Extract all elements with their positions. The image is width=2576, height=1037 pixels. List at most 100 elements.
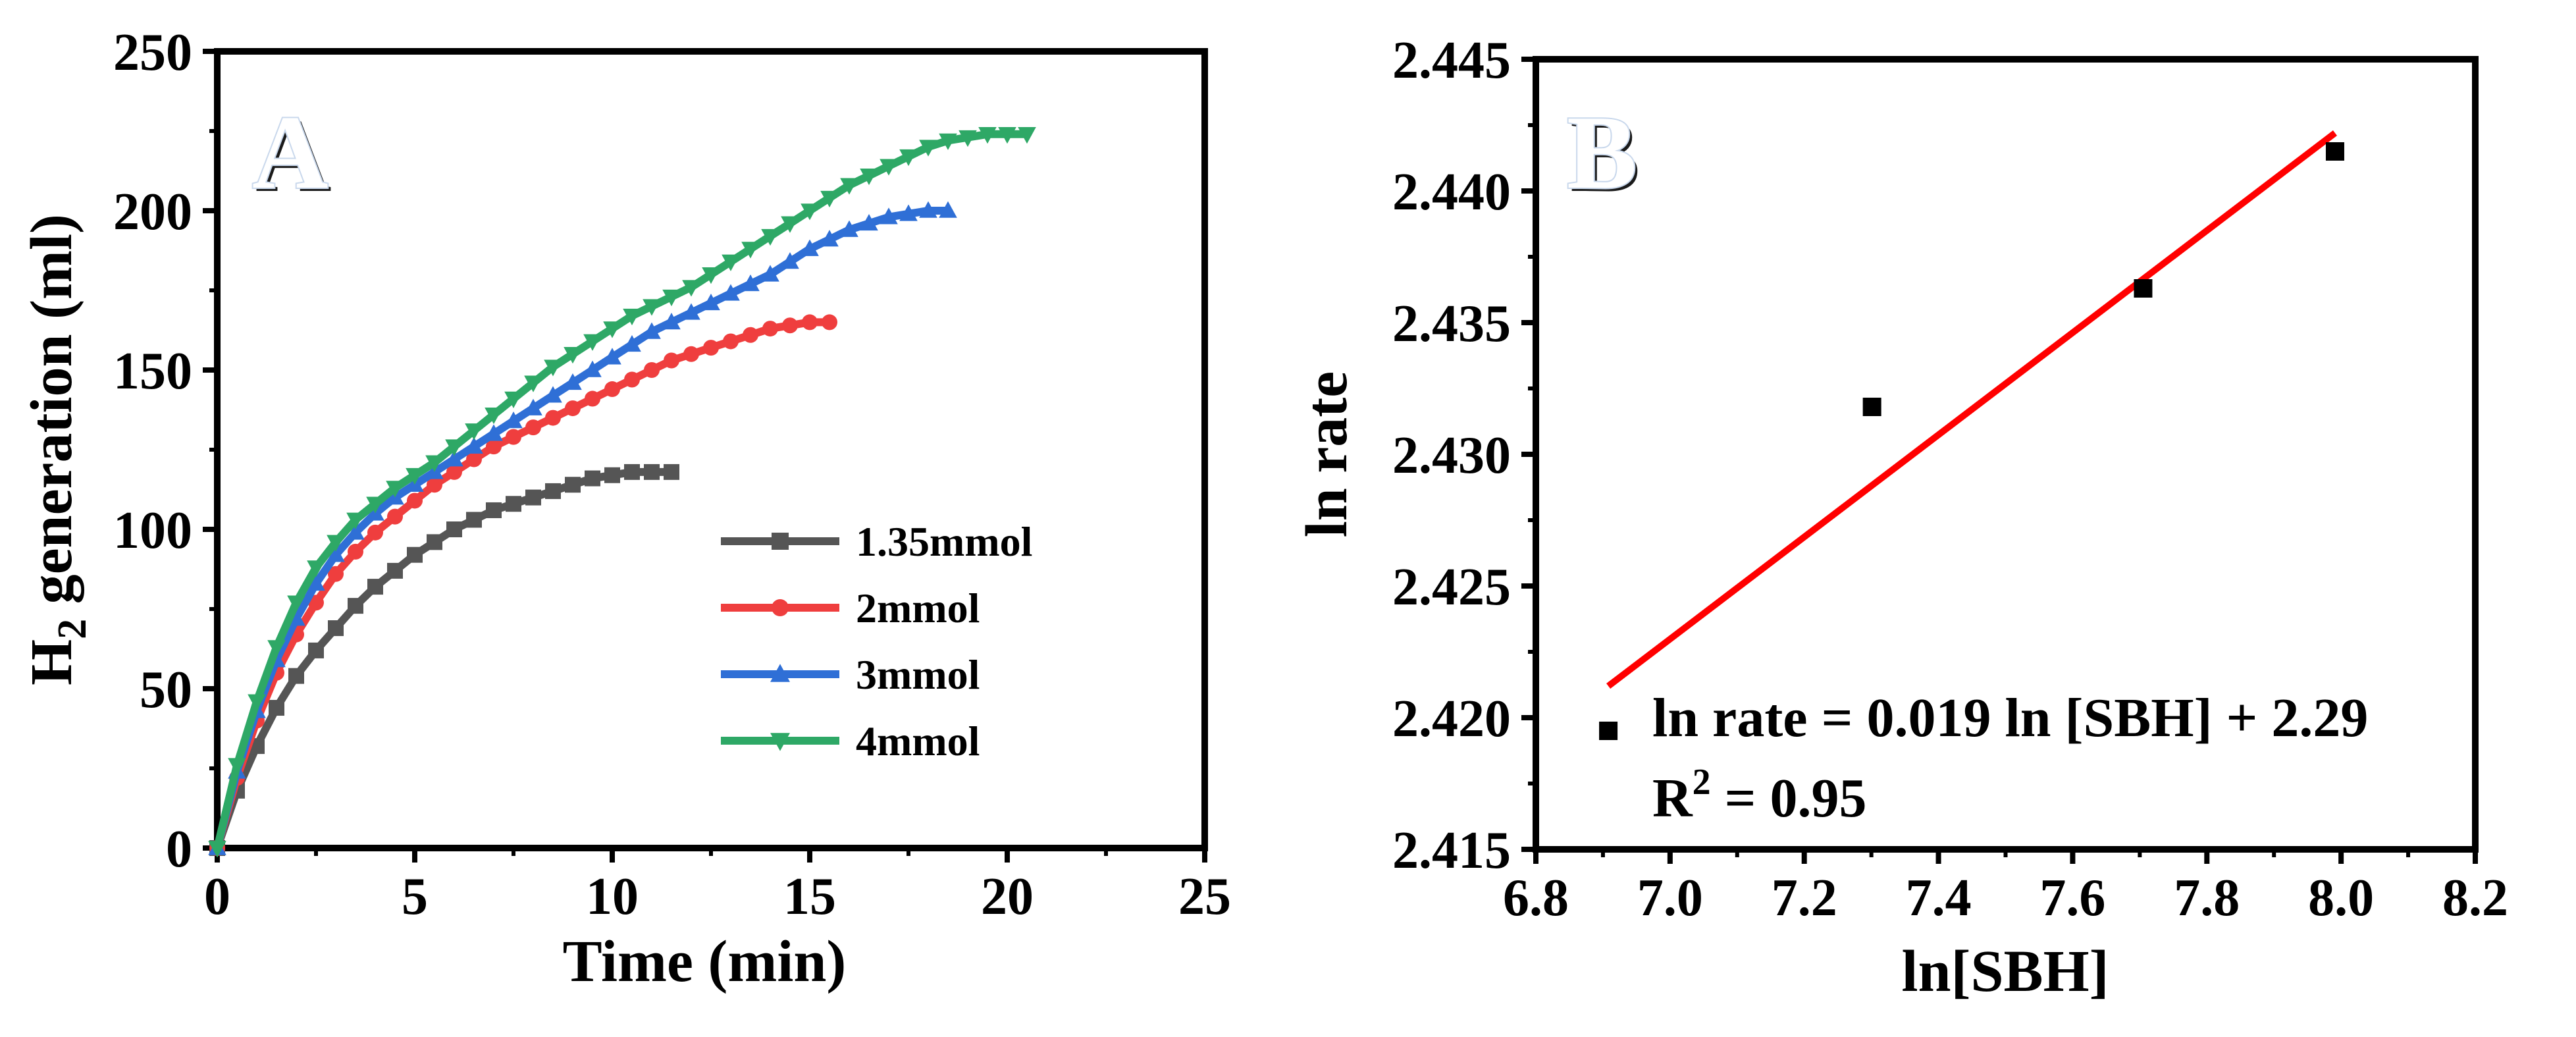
series-point xyxy=(702,267,720,284)
series-point xyxy=(544,359,562,377)
panel-a-y-title-main: H xyxy=(19,639,84,685)
series-point xyxy=(466,512,482,528)
series-point xyxy=(802,314,818,331)
series-point xyxy=(623,308,641,326)
series-point xyxy=(624,371,640,388)
series-point xyxy=(822,314,837,331)
panel-a-y-tick-label: 0 xyxy=(166,820,192,878)
series-point xyxy=(603,348,621,365)
panel-a-y-tick-label: 250 xyxy=(113,24,192,82)
series-point xyxy=(465,423,483,440)
series-point xyxy=(585,390,600,407)
series-point xyxy=(366,496,384,514)
panel-a-series-2mmol xyxy=(209,314,837,856)
series-point xyxy=(486,439,502,455)
series-point xyxy=(703,340,719,356)
series-point xyxy=(761,265,779,282)
panel-a-y-tick-label: 100 xyxy=(113,502,192,560)
series-point xyxy=(466,451,482,467)
series-point xyxy=(564,347,582,364)
series-line xyxy=(213,207,948,849)
panel-b-x-ticks: 6.8 7.0 7.2 7.4 7.6 7.8 8.0 8.2 xyxy=(1503,849,2508,927)
series-point xyxy=(939,133,957,150)
panel-a-x-tick-label: 20 xyxy=(981,868,1034,926)
panel-a-x-ticks: 0 5 10 15 20 25 xyxy=(204,848,1231,926)
series-point xyxy=(722,284,740,301)
series-point xyxy=(782,317,798,334)
series-point xyxy=(525,419,541,436)
legend-label: 2mmol xyxy=(856,585,980,631)
series-point xyxy=(682,303,700,320)
series-point xyxy=(387,562,403,579)
series-point xyxy=(723,333,739,350)
series-point xyxy=(880,207,898,225)
series-point xyxy=(486,502,502,518)
series-point xyxy=(328,620,344,637)
series-point xyxy=(445,450,463,467)
series-point xyxy=(702,293,720,311)
panel-b-fit xyxy=(1606,130,2337,689)
series-point xyxy=(348,543,363,560)
series-point xyxy=(604,467,620,483)
series-point xyxy=(624,464,640,480)
panel-a-y-axis-title: H2 generation (ml) xyxy=(19,214,95,685)
series-point xyxy=(978,127,997,144)
panel-b-x-tick-label: 7.6 xyxy=(2039,869,2105,927)
panel-b-y-tick-label: 2.435 xyxy=(1392,295,1511,353)
series-point xyxy=(308,642,324,658)
series-point xyxy=(1018,127,1036,144)
panel-a-y-tick-label: 200 xyxy=(113,183,192,241)
legend-swatch-marker xyxy=(772,533,789,550)
series-point xyxy=(446,464,462,480)
series-point xyxy=(386,481,404,498)
series-point xyxy=(919,140,937,157)
panel-b-y-tick-label: 2.440 xyxy=(1392,163,1511,221)
panel-a-legend: 1.35mmol 2mmol 3mmol 4mmol xyxy=(721,518,1032,764)
panel-b-y-axis-title: ln rate xyxy=(1294,371,1359,537)
series-point xyxy=(346,523,365,540)
series-point xyxy=(348,598,363,614)
series-point xyxy=(860,213,878,231)
series-point xyxy=(485,424,503,441)
panel-a-x-tick-label: 0 xyxy=(204,868,230,926)
panel-b-x-tick-label: 7.2 xyxy=(1772,869,1837,927)
legend-item-2mmol: 2mmol xyxy=(721,585,980,631)
series-point xyxy=(899,204,918,221)
panel-b-letter: B xyxy=(1567,93,1637,211)
panel-a-y-tick-label: 50 xyxy=(140,661,192,719)
series-point xyxy=(643,299,661,316)
series-point xyxy=(899,149,918,167)
panel-b-fit-line xyxy=(1606,130,2337,689)
series-point xyxy=(801,203,819,221)
series-point xyxy=(346,512,365,529)
panel-a-y-tick-label: 150 xyxy=(113,342,192,400)
panel-a-x-tick-label: 5 xyxy=(402,868,428,926)
series-point xyxy=(603,321,621,338)
series-point xyxy=(860,168,878,186)
series-point xyxy=(445,439,463,456)
series-point xyxy=(524,375,542,392)
series-point xyxy=(504,391,523,408)
series-point xyxy=(427,477,442,493)
series-point xyxy=(743,327,758,343)
series-point xyxy=(288,668,304,684)
series-point xyxy=(880,159,898,176)
series-point xyxy=(585,470,600,487)
panel-a-series-4mmol xyxy=(208,127,1036,858)
series-point xyxy=(465,437,483,454)
series-point xyxy=(427,534,442,550)
series-point xyxy=(583,360,602,377)
series-point xyxy=(525,489,541,506)
panel-a-y-title-subscript: 2 xyxy=(50,619,95,639)
series-point xyxy=(406,467,424,485)
series-point xyxy=(446,521,462,537)
panel-b-y-tick-label: 2.420 xyxy=(1392,690,1511,748)
panel-b-data-point xyxy=(2134,279,2153,298)
series-point xyxy=(919,201,937,218)
series-point xyxy=(664,464,679,480)
series-point xyxy=(267,640,286,657)
panel-a-x-tick-label: 10 xyxy=(586,868,639,926)
series-point xyxy=(485,407,503,425)
series-point xyxy=(644,362,660,378)
